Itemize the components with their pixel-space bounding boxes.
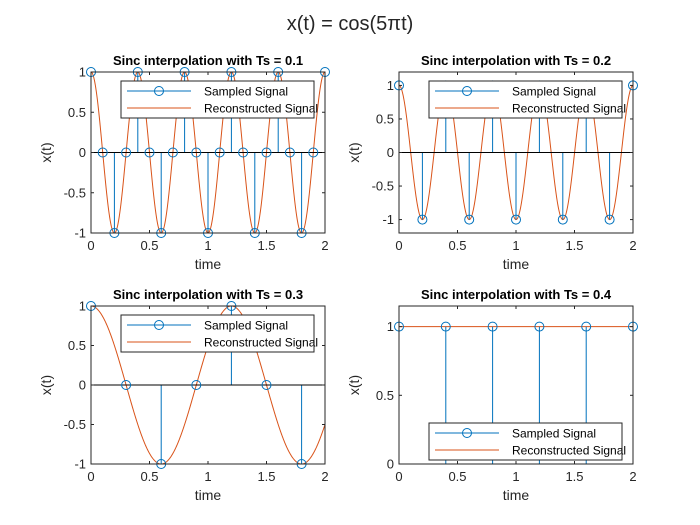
y-axis-label: x(t) [38, 142, 54, 162]
x-tick-label: 0 [395, 238, 402, 253]
x-tick-label: 1.5 [565, 238, 583, 253]
x-tick-label: 2 [629, 469, 636, 484]
subplot-title: Sinc interpolation with Ts = 0.2 [421, 53, 611, 68]
legend-sampled-marker [462, 86, 472, 96]
y-tick-label: 0 [79, 145, 86, 160]
legend-box [120, 314, 315, 353]
sample-marker [308, 147, 319, 158]
x-tick-label: 1 [204, 469, 211, 484]
x-tick-label: 1 [512, 238, 519, 253]
x-tick-label: 0.5 [448, 469, 466, 484]
y-tick-label: 0.5 [376, 111, 394, 126]
x-tick-label: 1 [512, 469, 519, 484]
y-axis-label: x(t) [38, 375, 54, 395]
legend-box [428, 422, 623, 461]
subplot-title: Sinc interpolation with Ts = 0.4 [421, 287, 612, 302]
sample-marker [121, 380, 132, 390]
y-tick-label: -1 [74, 457, 86, 472]
x-axis-label: time [195, 487, 222, 503]
sample-marker [191, 380, 202, 390]
x-tick-label: 1.5 [565, 469, 583, 484]
subplots: 0 0.5 1 1.5 2 -1 -0.5 0 0.5 1 Sinc interpolation w… [38, 53, 638, 503]
legend-sampled-marker [154, 86, 164, 96]
legend-box [120, 80, 315, 119]
x-tick-label: 1.5 [257, 238, 275, 253]
legend-label-reconstructed: Reconstructed Signal [512, 444, 626, 458]
y-tick-label: 0 [79, 378, 86, 393]
sample-marker [261, 147, 272, 158]
subplot-3: 0 0.5 1 1.5 2 -1 -0.5 0 0.5 1 Sinc interpolation w… [38, 287, 329, 503]
legend: Sampled Signal Reconstructed Signal [120, 80, 318, 119]
y-tick-label: 1 [387, 78, 394, 93]
subplot-title: Sinc interpolation with Ts = 0.1 [113, 53, 303, 68]
x-tick-label: 1 [204, 238, 211, 253]
y-tick-label: 0.5 [68, 338, 86, 353]
x-axis-label: time [503, 487, 530, 503]
sample-marker [487, 321, 498, 332]
sample-marker [97, 147, 108, 158]
x-tick-label: 2 [321, 238, 328, 253]
x-tick-label: 0.5 [448, 238, 466, 253]
sample-marker [581, 321, 592, 332]
x-tick-label: 2 [629, 238, 636, 253]
sample-marker [534, 321, 545, 332]
sample-marker [464, 214, 475, 225]
subplot-4: 0 0.5 1 1.5 2 0 0.5 1 Sinc interpolation with Ts… [346, 287, 638, 503]
sample-marker [191, 147, 202, 158]
sample-marker [604, 214, 615, 225]
x-tick-label: 0 [87, 238, 94, 253]
y-tick-label: 0.5 [376, 388, 394, 403]
subplot-title: Sinc interpolation with Ts = 0.3 [113, 287, 303, 302]
figure-title: x(t) = cos(5πt) [287, 13, 414, 35]
legend-sampled-marker [154, 320, 164, 330]
y-axis-label: x(t) [346, 142, 362, 162]
sample-marker [167, 147, 178, 158]
x-axis-label: time [503, 256, 530, 272]
sample-marker [238, 147, 249, 158]
sample-marker [440, 321, 451, 332]
subplot-2: 0 0.5 1 1.5 2 -1 -0.5 0 0.5 1 Sinc interpolation w… [346, 53, 638, 272]
legend-box [428, 80, 623, 119]
legend-label-sampled: Sampled Signal [204, 319, 288, 333]
y-tick-label: 0 [387, 145, 394, 160]
subplot-1: 0 0.5 1 1.5 2 -1 -0.5 0 0.5 1 Sinc interpolation w… [38, 53, 330, 272]
x-tick-label: 0 [395, 469, 402, 484]
x-tick-label: 0.5 [140, 469, 158, 484]
legend-label-sampled: Sampled Signal [512, 85, 596, 99]
y-axis-label: x(t) [346, 375, 362, 395]
x-tick-label: 2 [321, 469, 328, 484]
legend: Sampled Signal Reconstructed Signal [428, 80, 626, 119]
sample-marker [121, 147, 132, 158]
legend-label-reconstructed: Reconstructed Signal [512, 102, 626, 116]
y-tick-label: 0 [387, 457, 394, 472]
legend-label-reconstructed: Reconstructed Signal [204, 102, 318, 116]
sample-marker [261, 380, 272, 390]
y-tick-label: 1 [79, 65, 86, 80]
sample-marker [557, 214, 568, 225]
legend-sampled-marker [462, 428, 472, 438]
sample-marker [417, 214, 428, 225]
y-tick-label: -1 [74, 226, 86, 241]
sample-marker [284, 147, 295, 158]
x-tick-label: 0.5 [140, 238, 158, 253]
y-tick-label: -0.5 [64, 417, 86, 432]
sample-marker [144, 147, 155, 158]
y-tick-label: -0.5 [372, 179, 394, 194]
y-tick-label: 0.5 [68, 105, 86, 120]
y-tick-label: 1 [387, 319, 394, 334]
x-tick-label: 1.5 [257, 469, 275, 484]
x-axis-label: time [195, 256, 222, 272]
legend: Sampled Signal Reconstructed Signal [428, 422, 626, 461]
y-tick-label: 1 [79, 299, 86, 314]
y-tick-label: -0.5 [64, 185, 86, 200]
legend-label-sampled: Sampled Signal [204, 85, 288, 99]
x-tick-label: 0 [87, 469, 94, 484]
legend-label-sampled: Sampled Signal [512, 427, 596, 441]
legend-label-reconstructed: Reconstructed Signal [204, 336, 318, 350]
y-tick-label: -1 [382, 212, 394, 227]
legend: Sampled Signal Reconstructed Signal [120, 314, 318, 353]
sample-marker [511, 214, 521, 225]
sample-marker [214, 147, 225, 158]
